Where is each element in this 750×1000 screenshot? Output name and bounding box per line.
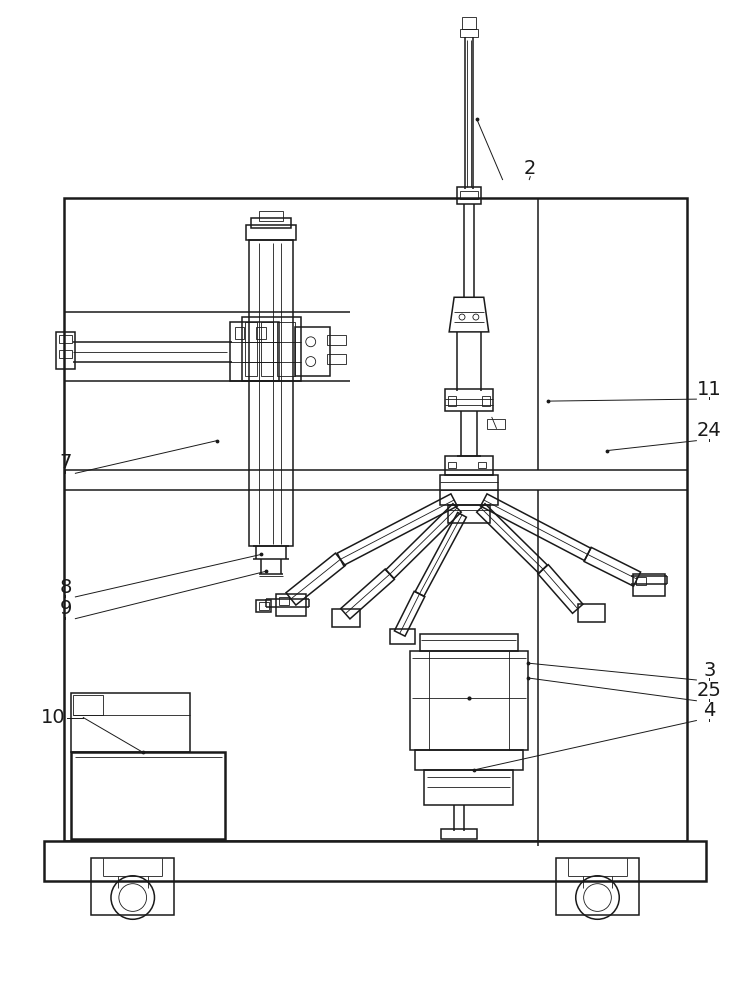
Bar (633, 574, 664, 596)
Bar (448, 462, 456, 468)
Text: 9: 9 (59, 599, 72, 618)
Text: 3: 3 (703, 661, 715, 680)
Text: 8: 8 (59, 578, 72, 597)
Bar (256, 327, 266, 339)
Text: 25: 25 (697, 681, 721, 700)
Bar (410, 651, 528, 750)
Bar (230, 322, 279, 381)
Bar (260, 602, 269, 610)
Bar (74, 695, 103, 715)
Bar (556, 858, 639, 915)
Bar (419, 634, 518, 651)
Bar (247, 225, 296, 240)
Bar (424, 770, 514, 805)
Bar (277, 322, 295, 376)
Bar (441, 829, 477, 839)
Bar (92, 858, 174, 915)
Bar (245, 322, 257, 376)
Bar (487, 419, 505, 429)
Bar (460, 29, 478, 37)
Bar (326, 335, 346, 345)
Bar (250, 240, 293, 546)
Bar (440, 475, 497, 505)
Bar (44, 841, 706, 881)
Bar (276, 594, 306, 616)
Bar (58, 335, 73, 343)
Text: 24: 24 (697, 421, 721, 440)
Bar (415, 750, 524, 770)
Bar (251, 218, 291, 228)
Bar (446, 389, 493, 411)
Bar (242, 317, 301, 381)
Bar (261, 322, 273, 376)
Bar (636, 577, 646, 585)
Bar (332, 609, 360, 627)
Text: 4: 4 (703, 701, 715, 720)
Bar (71, 752, 225, 839)
Bar (256, 600, 272, 612)
Text: 10: 10 (41, 708, 66, 727)
Bar (462, 17, 476, 29)
Bar (457, 187, 481, 204)
Bar (56, 332, 75, 369)
Bar (482, 396, 490, 406)
Bar (279, 597, 289, 605)
Text: 11: 11 (697, 380, 721, 399)
Bar (235, 327, 244, 339)
Bar (578, 604, 605, 622)
Bar (460, 191, 478, 199)
Bar (390, 629, 415, 644)
Bar (478, 462, 486, 468)
Bar (58, 350, 73, 358)
Bar (260, 211, 283, 221)
Text: 2: 2 (524, 159, 536, 178)
Bar (295, 327, 329, 376)
Bar (446, 456, 493, 475)
Bar (448, 396, 456, 406)
Bar (326, 354, 346, 364)
Bar (64, 198, 686, 841)
Bar (448, 505, 490, 523)
Bar (71, 693, 190, 752)
Text: 7: 7 (59, 453, 72, 472)
